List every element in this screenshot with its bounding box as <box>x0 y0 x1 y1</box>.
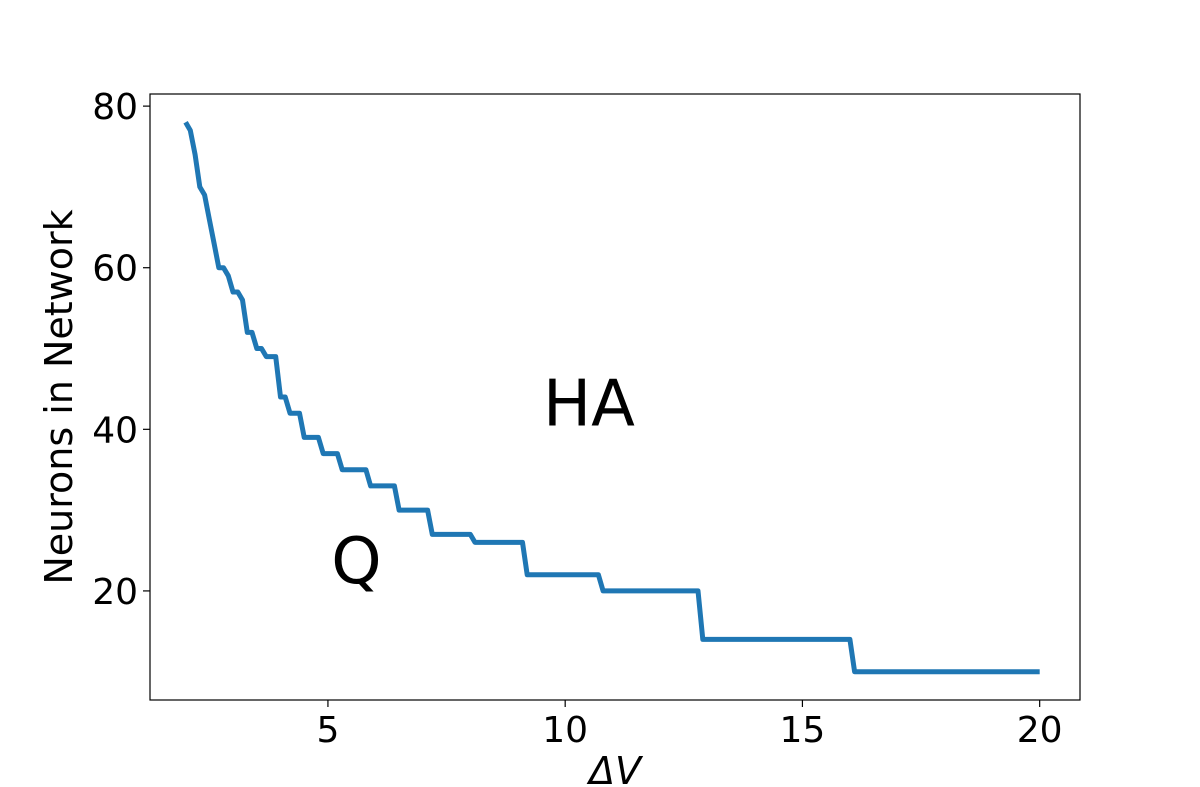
y-tick-label: 80 <box>92 87 138 128</box>
plot-area <box>183 121 1040 675</box>
region-label-q: Q <box>331 525 381 599</box>
axes-frame <box>149 93 1081 701</box>
axis-ticks: 5 10 15 20 20 40 60 80 <box>92 87 1062 751</box>
x-tick-label: 15 <box>780 710 826 751</box>
y-tick-label: 60 <box>92 249 138 290</box>
region-labels: HA Q <box>331 367 635 599</box>
y-tick-label: 20 <box>92 572 138 613</box>
x-axis-label: ΔV <box>586 749 644 787</box>
y-axis-label: Neurons in Network <box>37 209 81 584</box>
region-label-ha: HA <box>543 367 635 441</box>
series-line <box>183 121 1040 675</box>
x-tick-label: 5 <box>316 710 339 751</box>
x-tick-label: 20 <box>1017 710 1063 751</box>
x-tick-label: 10 <box>542 710 588 751</box>
y-tick-label: 40 <box>92 410 138 451</box>
